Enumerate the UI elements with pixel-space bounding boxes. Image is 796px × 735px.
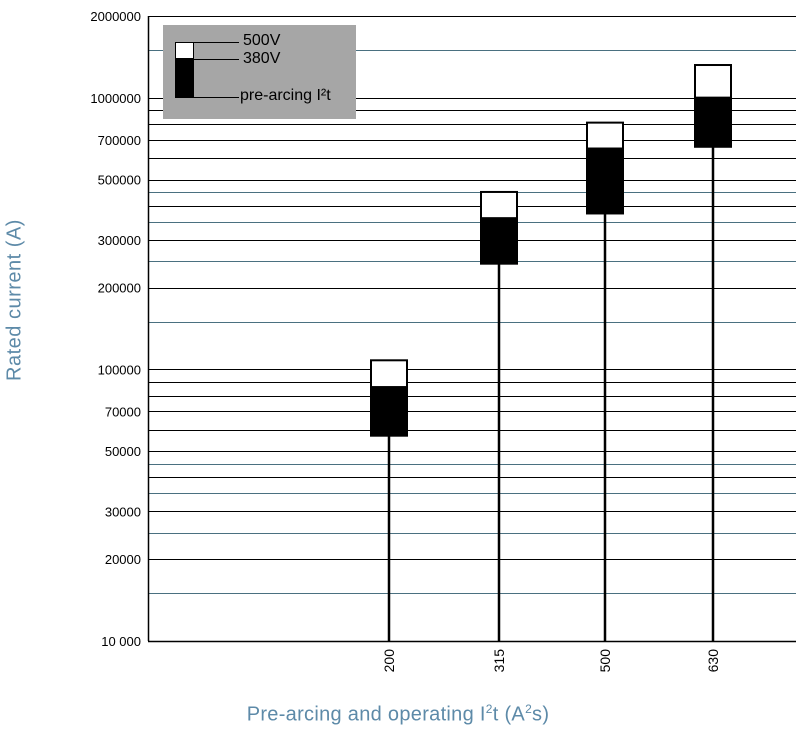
x-tick-label: 200: [381, 649, 397, 673]
legend-label-prearcing: pre-arcing I²t: [240, 87, 331, 104]
y-tick-label: 70000: [105, 404, 141, 419]
legend: 500V 380V pre-arcing I²t: [163, 25, 356, 119]
legend-leader-prearcing: [194, 97, 239, 98]
bar-500v-315: [480, 190, 518, 220]
bar-500v-630: [694, 64, 732, 99]
legend-label-500v: 500V: [243, 32, 281, 49]
legend-swatch-380v: [175, 59, 194, 98]
y-tick-label: 20000: [105, 552, 141, 567]
legend-swatch-500v: [175, 42, 194, 59]
grid-lines: [148, 16, 796, 642]
legend-leader-500v: [194, 42, 239, 43]
bar-380v-315: [480, 217, 518, 265]
y-tick-label: 50000: [105, 444, 141, 459]
y-tick-label: 300000: [98, 233, 141, 248]
bar-500v-200: [370, 359, 408, 389]
bar-500v-500: [586, 121, 624, 150]
x-tick-labels: 200 315 500 630: [381, 649, 721, 673]
y-tick-label: 200000: [98, 281, 141, 296]
y-tick-label: 100000: [98, 362, 141, 377]
axes: [147, 16, 796, 643]
legend-label-380v: 380V: [243, 50, 281, 67]
y-axis-title: Rated current (A): [3, 219, 26, 381]
y-tick-label: 10 000: [101, 634, 141, 649]
bars: [370, 64, 732, 437]
stems: [387, 146, 715, 641]
y-tick-label: 30000: [105, 504, 141, 519]
bar-380v-500: [586, 147, 624, 215]
x-tick-label: 630: [705, 649, 721, 673]
y-tick-label: 500000: [98, 173, 141, 188]
y-tick-label: 1000000: [90, 91, 141, 106]
y-tick-label: 700000: [98, 133, 141, 148]
x-tick-label: 315: [491, 649, 507, 673]
x-tick-label: 500: [597, 649, 613, 673]
x-axis-title: Pre-arcing and operating I2t (A2s): [246, 702, 550, 726]
legend-leader-380v: [194, 59, 239, 60]
bar-380v-630: [694, 96, 732, 148]
y-tick-labels: 10 0002000030000500007000010000020000030…: [90, 9, 141, 649]
y-tick-label: 2000000: [90, 9, 141, 24]
bar-380v-200: [370, 386, 408, 437]
y-axis-title-wrap: Rated current (A): [0, 200, 30, 400]
